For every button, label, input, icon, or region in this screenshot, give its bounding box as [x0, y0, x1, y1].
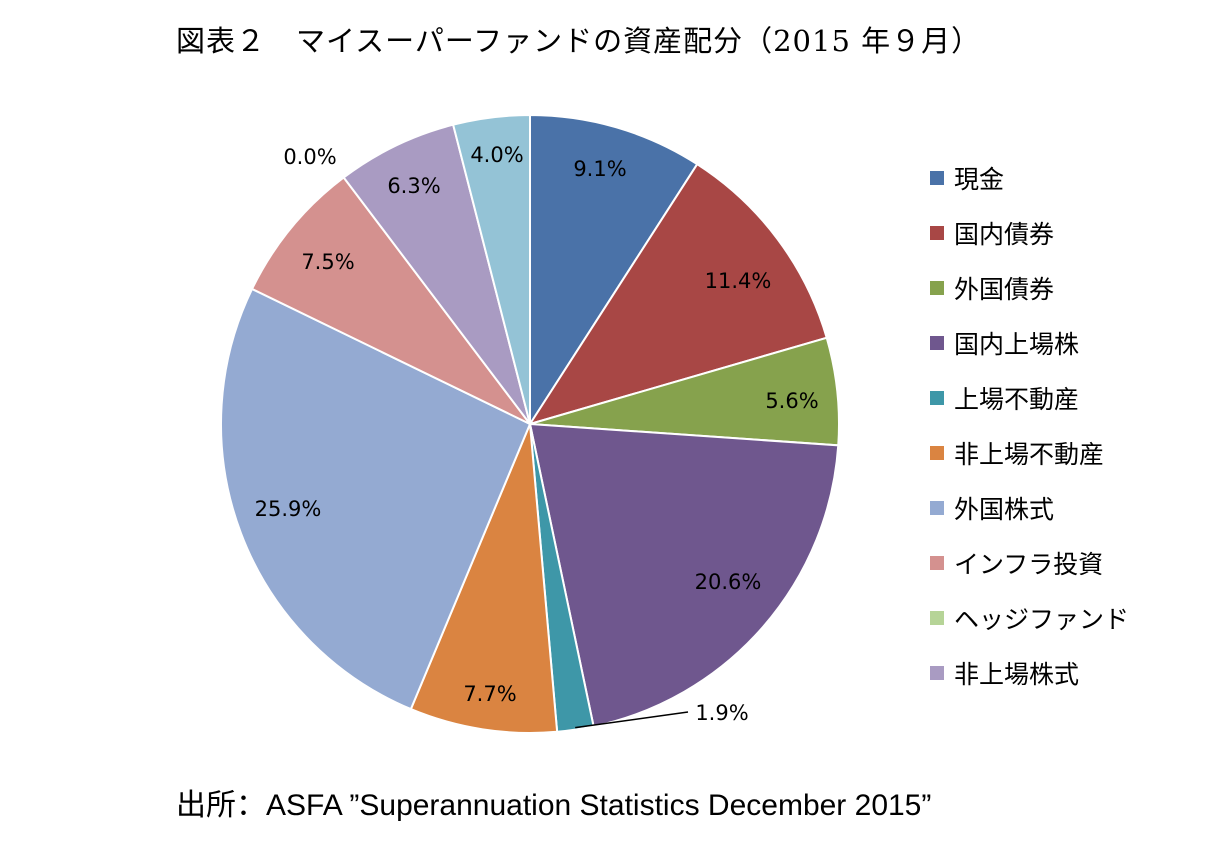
- legend-label: 外国債券: [954, 274, 1055, 304]
- legend-swatch: [930, 225, 944, 240]
- data-label: 1.9%: [695, 701, 748, 725]
- legend-item: 外国株式: [930, 480, 1129, 535]
- data-label: 9.1%: [573, 157, 626, 181]
- pie-slice: [528, 422, 840, 728]
- pie-slice: [342, 123, 531, 425]
- legend-label: ヘッジファンド: [954, 604, 1130, 634]
- legend-label: 国内債券: [954, 219, 1055, 249]
- data-label: 7.5%: [301, 250, 354, 274]
- legend-swatch: [930, 170, 944, 185]
- legend-swatch: [930, 500, 944, 515]
- pie-slice: [451, 113, 531, 425]
- legend-item: インフラ投資: [930, 535, 1129, 590]
- legend-swatch: [930, 335, 944, 350]
- legend-item: 非上場不動産: [930, 425, 1129, 480]
- data-label: 6.3%: [387, 174, 440, 198]
- legend-label: 外国株式: [954, 494, 1055, 524]
- legend-swatch: [930, 665, 944, 680]
- legend-item: 上場不動産: [930, 370, 1129, 425]
- legend-item: 国内上場株: [930, 315, 1129, 370]
- legend-swatch: [930, 280, 944, 295]
- data-label: 7.7%: [463, 682, 516, 706]
- data-label: 11.4%: [705, 269, 772, 293]
- legend-item: 非上場株式: [930, 645, 1129, 700]
- pie-slice: [250, 176, 531, 425]
- legend-label: 現金: [954, 164, 1005, 194]
- leader-line: [575, 711, 689, 729]
- pie-slice: [409, 423, 559, 734]
- legend-label: 上場不動産: [954, 384, 1080, 414]
- legend-swatch: [930, 390, 944, 405]
- pie-slice: [529, 113, 699, 428]
- legend-label: 非上場不動産: [954, 439, 1105, 469]
- data-label: 5.6%: [765, 389, 818, 413]
- data-label: 4.0%: [470, 143, 523, 167]
- legend-swatch: [930, 445, 944, 460]
- legend-item: 現金: [930, 150, 1129, 205]
- legend-item: 国内債券: [930, 205, 1129, 260]
- legend-swatch: [930, 610, 944, 625]
- legend-label: 国内上場株: [954, 329, 1080, 359]
- data-label: 20.6%: [695, 570, 762, 594]
- chart-title: 図表２ マイスーパーファンドの資産配分（2015 年９月）: [176, 24, 982, 58]
- data-label: 25.9%: [255, 497, 322, 521]
- pie-slice: [220, 287, 532, 711]
- legend-swatch: [930, 555, 944, 570]
- legend-item: 外国債券: [930, 260, 1129, 315]
- source-note: 出所：ASFA ”Superannuation Statistics Decem…: [176, 789, 932, 822]
- legend-item: ヘッジファンド: [930, 590, 1129, 645]
- legend-label: 非上場株式: [954, 659, 1080, 689]
- legend-label: インフラ投資: [954, 549, 1104, 579]
- chart-legend: 現金国内債券外国債券国内上場株上場不動産非上場不動産 外国株式インフラ投資 ヘッジフ…: [930, 150, 1129, 700]
- data-label: 0.0%: [283, 145, 336, 169]
